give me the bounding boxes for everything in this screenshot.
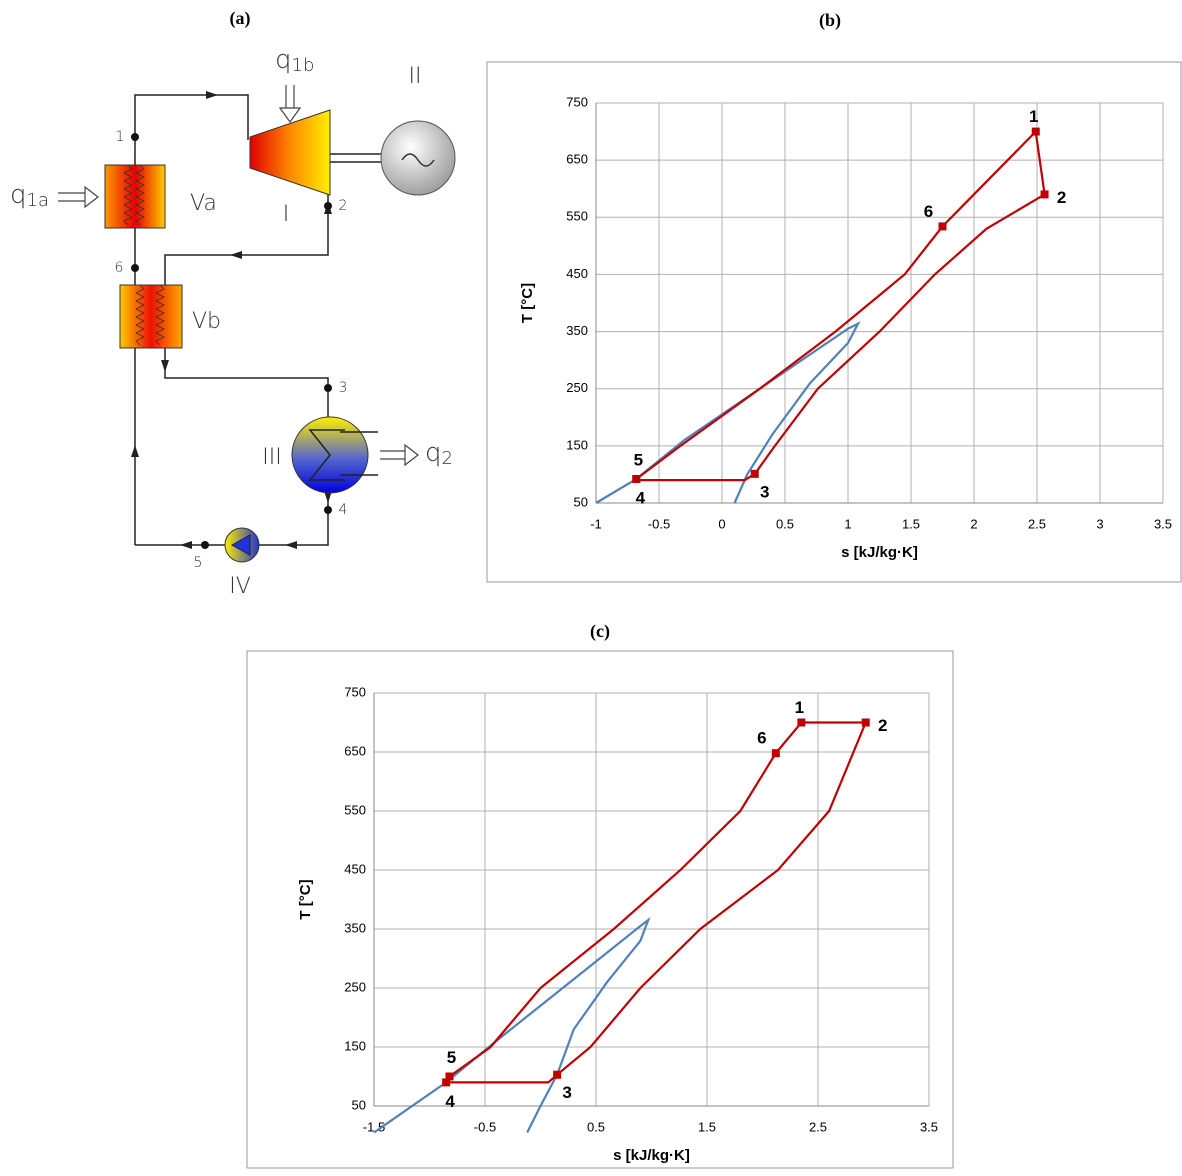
panel-label: (b) [819,10,841,31]
state-label: 1 [1029,107,1038,126]
y-tick-label: 550 [566,209,588,224]
heat-label: q2 [425,438,453,470]
y-tick-label: 250 [344,979,366,994]
pipe [164,348,329,418]
x-tick-label: 3.5 [1154,516,1172,531]
series-line [635,129,1046,482]
cooling-lines [340,431,378,476]
x-tick-label: -1 [590,516,602,531]
state-marker [861,718,870,727]
state-marker [553,1070,562,1079]
state-label: 6 [757,729,766,748]
component-label: I [283,202,290,227]
y-tick-label: 650 [566,152,588,167]
state-label: 1 [795,698,804,717]
x-tick-label: 0.5 [776,516,794,531]
chart-frame [246,650,954,1169]
y-tick-label: 350 [566,323,588,338]
state-marker [445,1072,454,1081]
x-tick-label: 2 [970,516,977,531]
y-axis-label: T [°C] [297,879,314,919]
turbine [249,109,331,196]
x-tick-label: 3 [1096,516,1103,531]
x-axis-label: s [kJ/kg·K] [613,1147,690,1164]
state-marker [797,718,806,727]
state-marker [1040,190,1049,199]
cycle-diagram: (a) 1 2 3 4 5 6 I II III IV Va Vb q1a q1… [10,8,456,599]
state-marker [442,1078,451,1087]
x-axis-label: s [kJ/kg·K] [841,544,918,561]
state-label: 4 [445,1092,455,1111]
state-marker [632,475,641,483]
ac-symbol [401,153,435,167]
y-tick-label: 750 [344,684,366,699]
heat-arrows [58,85,419,467]
component-label: IV [229,574,251,599]
x-tick-label: 2.5 [1028,516,1046,531]
component-label: Vb [192,309,221,334]
component-label: II [409,64,422,89]
state-label: 2 [1057,188,1066,207]
state-label: 6 [115,260,124,276]
y-tick-label: 350 [344,920,366,935]
panel-label: (a) [230,8,251,29]
coil [135,284,165,346]
state-marker [771,749,780,758]
y-tick-label: 150 [344,1038,366,1053]
regenerator-vb [119,284,183,349]
y-tick-label: 50 [574,494,588,509]
y-tick-label: 650 [344,743,366,758]
state-marker [938,222,947,231]
sigma-symbol [308,429,345,481]
x-tick-label: 1 [844,516,851,531]
state-label: 2 [878,716,887,735]
state-label: 3 [339,380,348,396]
component-label: Va [190,191,217,216]
state-marker [1031,127,1040,136]
y-tick-label: 50 [352,1097,366,1112]
state-label: 5 [447,1048,456,1067]
x-tick-label: 3.5 [920,1119,938,1134]
x-tick-label: 0 [718,516,725,531]
x-tick-label: 0.5 [587,1119,605,1134]
y-axis-label: T [°C] [519,283,536,323]
heater-va [104,164,166,229]
heat-label: q1b [275,45,314,77]
y-tick-label: 450 [344,861,366,876]
state-label: 1 [116,129,125,145]
x-tick-label: 1.5 [902,516,920,531]
component-label: III [262,445,281,470]
heat-label: q1a [10,180,49,212]
state-marker [750,469,759,478]
y-tick-label: 450 [566,266,588,281]
state-label: 6 [924,202,933,221]
state-label: 3 [760,482,769,501]
coil [123,164,145,226]
state-label: 5 [194,555,203,571]
state-label: 4 [636,488,646,507]
y-tick-label: 750 [566,94,588,109]
state-label: 2 [339,198,348,214]
state-label: 3 [562,1083,571,1102]
x-tick-label: -0.5 [474,1119,496,1134]
pipe [164,192,329,285]
x-tick-label: 2.5 [809,1119,827,1134]
pump-symbol [230,534,251,556]
shaft [330,153,382,163]
panel-label: (c) [590,621,610,642]
chart-frame [486,61,1182,583]
y-tick-label: 550 [344,802,366,817]
y-tick-label: 250 [566,380,588,395]
series-line [444,721,868,1084]
state-label: 4 [339,502,348,518]
state-label: 5 [634,450,643,469]
generator [380,120,456,196]
y-tick-label: 150 [566,437,588,452]
x-tick-label: -1.5 [363,1119,385,1134]
series-line [595,321,861,504]
x-tick-label: 1.5 [698,1119,716,1134]
state-dots [131,133,332,549]
x-tick-label: -0.5 [648,516,670,531]
